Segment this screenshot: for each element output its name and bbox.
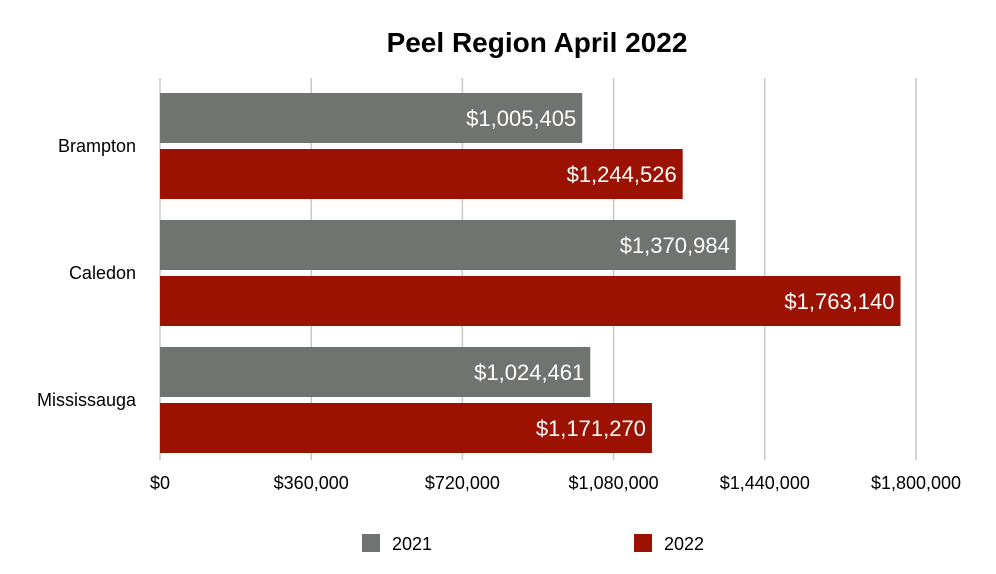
category-labels: Brampton Caledon Mississauga <box>37 136 137 410</box>
x-tick-label-3: $1,080,000 <box>569 473 659 493</box>
x-tick-label-2: $720,000 <box>425 473 500 493</box>
category-label-caledon: Caledon <box>69 263 136 283</box>
category-label-brampton: Brampton <box>58 136 136 156</box>
legend: 2021 2022 <box>362 534 704 554</box>
bar-brampton-2022 <box>160 149 683 199</box>
bar-caledon-2021 <box>160 220 736 270</box>
legend-swatch-2022 <box>634 534 652 552</box>
category-label-mississauga: Mississauga <box>37 390 137 410</box>
x-tick-label-5: $1,800,000 <box>871 473 961 493</box>
bar-label-caledon-2021: $1,370,984 <box>620 233 730 258</box>
bar-label-mississauga-2022: $1,171,270 <box>536 416 646 441</box>
x-tick-label-1: $360,000 <box>274 473 349 493</box>
bar-label-mississauga-2021: $1,024,461 <box>474 360 584 385</box>
bar-label-caledon-2022: $1,763,140 <box>784 289 894 314</box>
bar-brampton-2021 <box>160 93 583 143</box>
legend-swatch-2021 <box>362 534 380 552</box>
bar-mississauga-2021 <box>160 347 591 397</box>
legend-label-2022: 2022 <box>664 534 704 554</box>
bars: $1,005,405 $1,244,526 $1,370,984 $1,763,140… <box>160 93 901 453</box>
bar-label-brampton-2022: $1,244,526 <box>567 162 677 187</box>
bar-label-brampton-2021: $1,005,405 <box>466 106 576 131</box>
chart-title: Peel Region April 2022 <box>387 27 688 58</box>
bar-mississauga-2022 <box>160 403 652 453</box>
x-tick-label-0: $0 <box>150 473 170 493</box>
x-tick-labels: $0 $360,000 $720,000 $1,080,000 $1,440,000 $1… <box>150 473 961 493</box>
legend-label-2021: 2021 <box>392 534 432 554</box>
bar-caledon-2022 <box>160 276 901 326</box>
x-tick-label-4: $1,440,000 <box>720 473 810 493</box>
